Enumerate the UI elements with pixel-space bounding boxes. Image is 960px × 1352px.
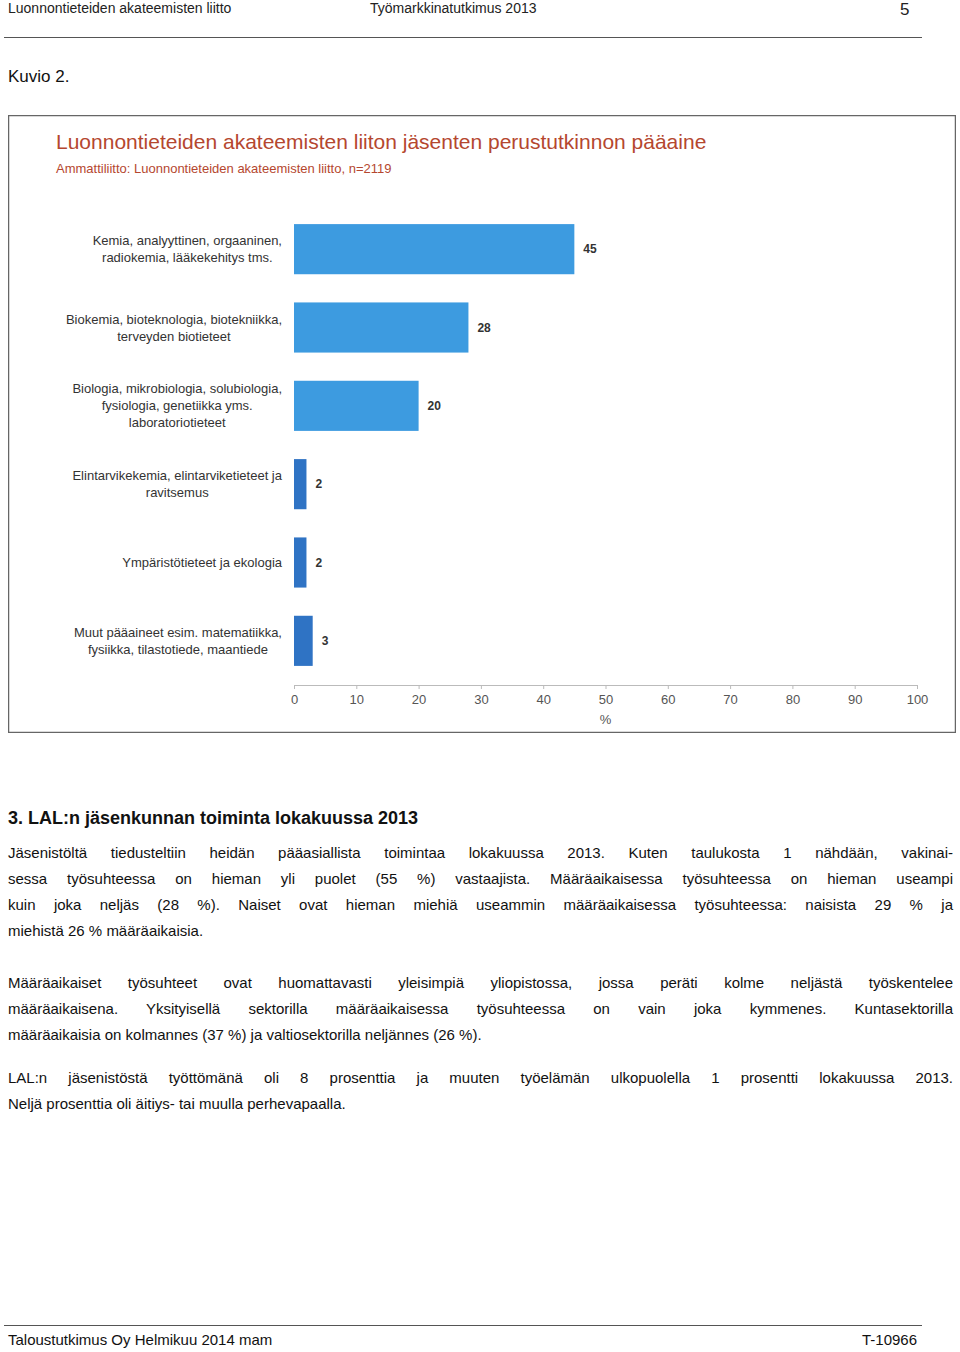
data-label: 28 xyxy=(477,321,491,335)
paragraph-line: Jäsenistöltä tiedusteltiin heidän pääasi… xyxy=(8,843,953,863)
tick: 80 xyxy=(786,685,800,707)
axis-line xyxy=(295,686,918,690)
bars xyxy=(294,224,574,666)
bar xyxy=(294,381,419,431)
data-labels: 45 28 20 2 2 3 xyxy=(315,242,597,648)
figure-label: Kuvio 2. xyxy=(8,67,69,87)
tick-mark xyxy=(419,685,420,689)
tick-label: 0 xyxy=(291,692,298,707)
tick: 10 xyxy=(350,685,364,707)
paragraph-line: määräaikaisena. Yksityisellä sektorilla … xyxy=(8,999,953,1019)
section-heading: 3. LAL:n jäsenkunnan toiminta lokakuussa… xyxy=(8,808,418,829)
bar xyxy=(294,616,313,666)
header-left: Luonnontieteiden akateemisten liitto xyxy=(8,0,231,16)
header-center: Työmarkkinatutkimus 2013 xyxy=(370,0,537,16)
tick-mark xyxy=(294,685,295,689)
tick-label: 30 xyxy=(474,692,488,707)
tick: 30 xyxy=(474,685,488,707)
data-label: 3 xyxy=(322,634,329,648)
tick: 100 xyxy=(907,685,929,707)
tick-label: 80 xyxy=(786,692,800,707)
tick-label: 60 xyxy=(661,692,675,707)
bar xyxy=(294,224,574,274)
footer-rule xyxy=(4,1325,922,1326)
paragraph-line: LAL:n jäsenistöstä työttömänä oli 8 pros… xyxy=(8,1068,953,1088)
tick-label: 40 xyxy=(536,692,550,707)
data-label: 20 xyxy=(428,399,442,413)
tick-mark xyxy=(730,685,731,689)
x-axis: 0 10 20 30 40 50 60 70 80 90 100 xyxy=(291,685,928,707)
tick: 0 xyxy=(291,685,298,707)
tick-mark xyxy=(792,685,793,689)
bar xyxy=(294,537,306,587)
footer-left: Taloustutkimus Oy Helmikuu 2014 mam xyxy=(8,1331,272,1348)
category-label: Elintarvikekemia, elintarviketieteet jar… xyxy=(72,468,282,500)
page-number: 5 xyxy=(900,0,909,20)
tick: 60 xyxy=(661,685,675,707)
data-label: 45 xyxy=(583,242,597,256)
category-label: Kemia, analyyttinen, orgaaninen,radiokem… xyxy=(93,233,282,265)
tick-mark xyxy=(668,685,669,689)
paragraph-line: Määräaikaiset työsuhteet ovat huomattava… xyxy=(8,973,953,993)
tick-mark xyxy=(356,685,357,689)
chart-title: Luonnontieteiden akateemisten liiton jäs… xyxy=(56,130,706,153)
paragraph-line: miehistä 26 % määräaikaisia. xyxy=(8,921,953,941)
paragraph-line: kuin joka neljäs (28 %). Naiset ovat hie… xyxy=(8,895,953,915)
tick: 40 xyxy=(536,685,550,707)
tick-mark xyxy=(855,685,856,689)
tick: 50 xyxy=(599,685,613,707)
paragraph-line: sessa työsuhteessa on hieman yli puolet … xyxy=(8,869,953,889)
bar xyxy=(294,302,468,352)
axis-title: % xyxy=(600,712,612,727)
category-label: Biokemia, bioteknologia, biotekniikka,te… xyxy=(66,312,282,344)
header-rule xyxy=(4,37,922,38)
category-label: Muut pääaineet esim. matematiikka,fysiik… xyxy=(74,625,282,657)
paragraph-line: määräaikaisia on kolmannes (37 %) ja val… xyxy=(8,1025,953,1045)
chart: Luonnontieteiden akateemisten liiton jäs… xyxy=(8,115,956,733)
chart-frame xyxy=(9,116,956,733)
bar xyxy=(294,459,306,509)
category-labels: Kemia, analyyttinen, orgaaninen,radiokem… xyxy=(66,233,283,657)
tick-mark xyxy=(606,685,607,689)
footer-right: T-10966 xyxy=(862,1331,917,1348)
paragraph-line: Neljä prosenttia oli äitiys- tai muulla … xyxy=(8,1094,953,1114)
tick-mark xyxy=(543,685,544,689)
tick-label: 100 xyxy=(907,692,929,707)
data-label: 2 xyxy=(315,556,322,570)
tick: 90 xyxy=(848,685,862,707)
tick-label: 70 xyxy=(723,692,737,707)
tick: 70 xyxy=(723,685,737,707)
tick-label: 90 xyxy=(848,692,862,707)
category-label: Biologia, mikrobiologia, solubiologia,fy… xyxy=(72,381,282,430)
tick-label: 20 xyxy=(412,692,426,707)
chart-subtitle: Ammattiliitto: Luonnontieteiden akateemi… xyxy=(56,161,391,176)
tick-label: 50 xyxy=(599,692,613,707)
category-label: Ympäristötieteet ja ekologia xyxy=(122,555,282,570)
tick-mark xyxy=(917,685,918,689)
data-label: 2 xyxy=(315,477,322,491)
tick: 20 xyxy=(412,685,426,707)
tick-mark xyxy=(481,685,482,689)
tick-label: 10 xyxy=(350,692,364,707)
